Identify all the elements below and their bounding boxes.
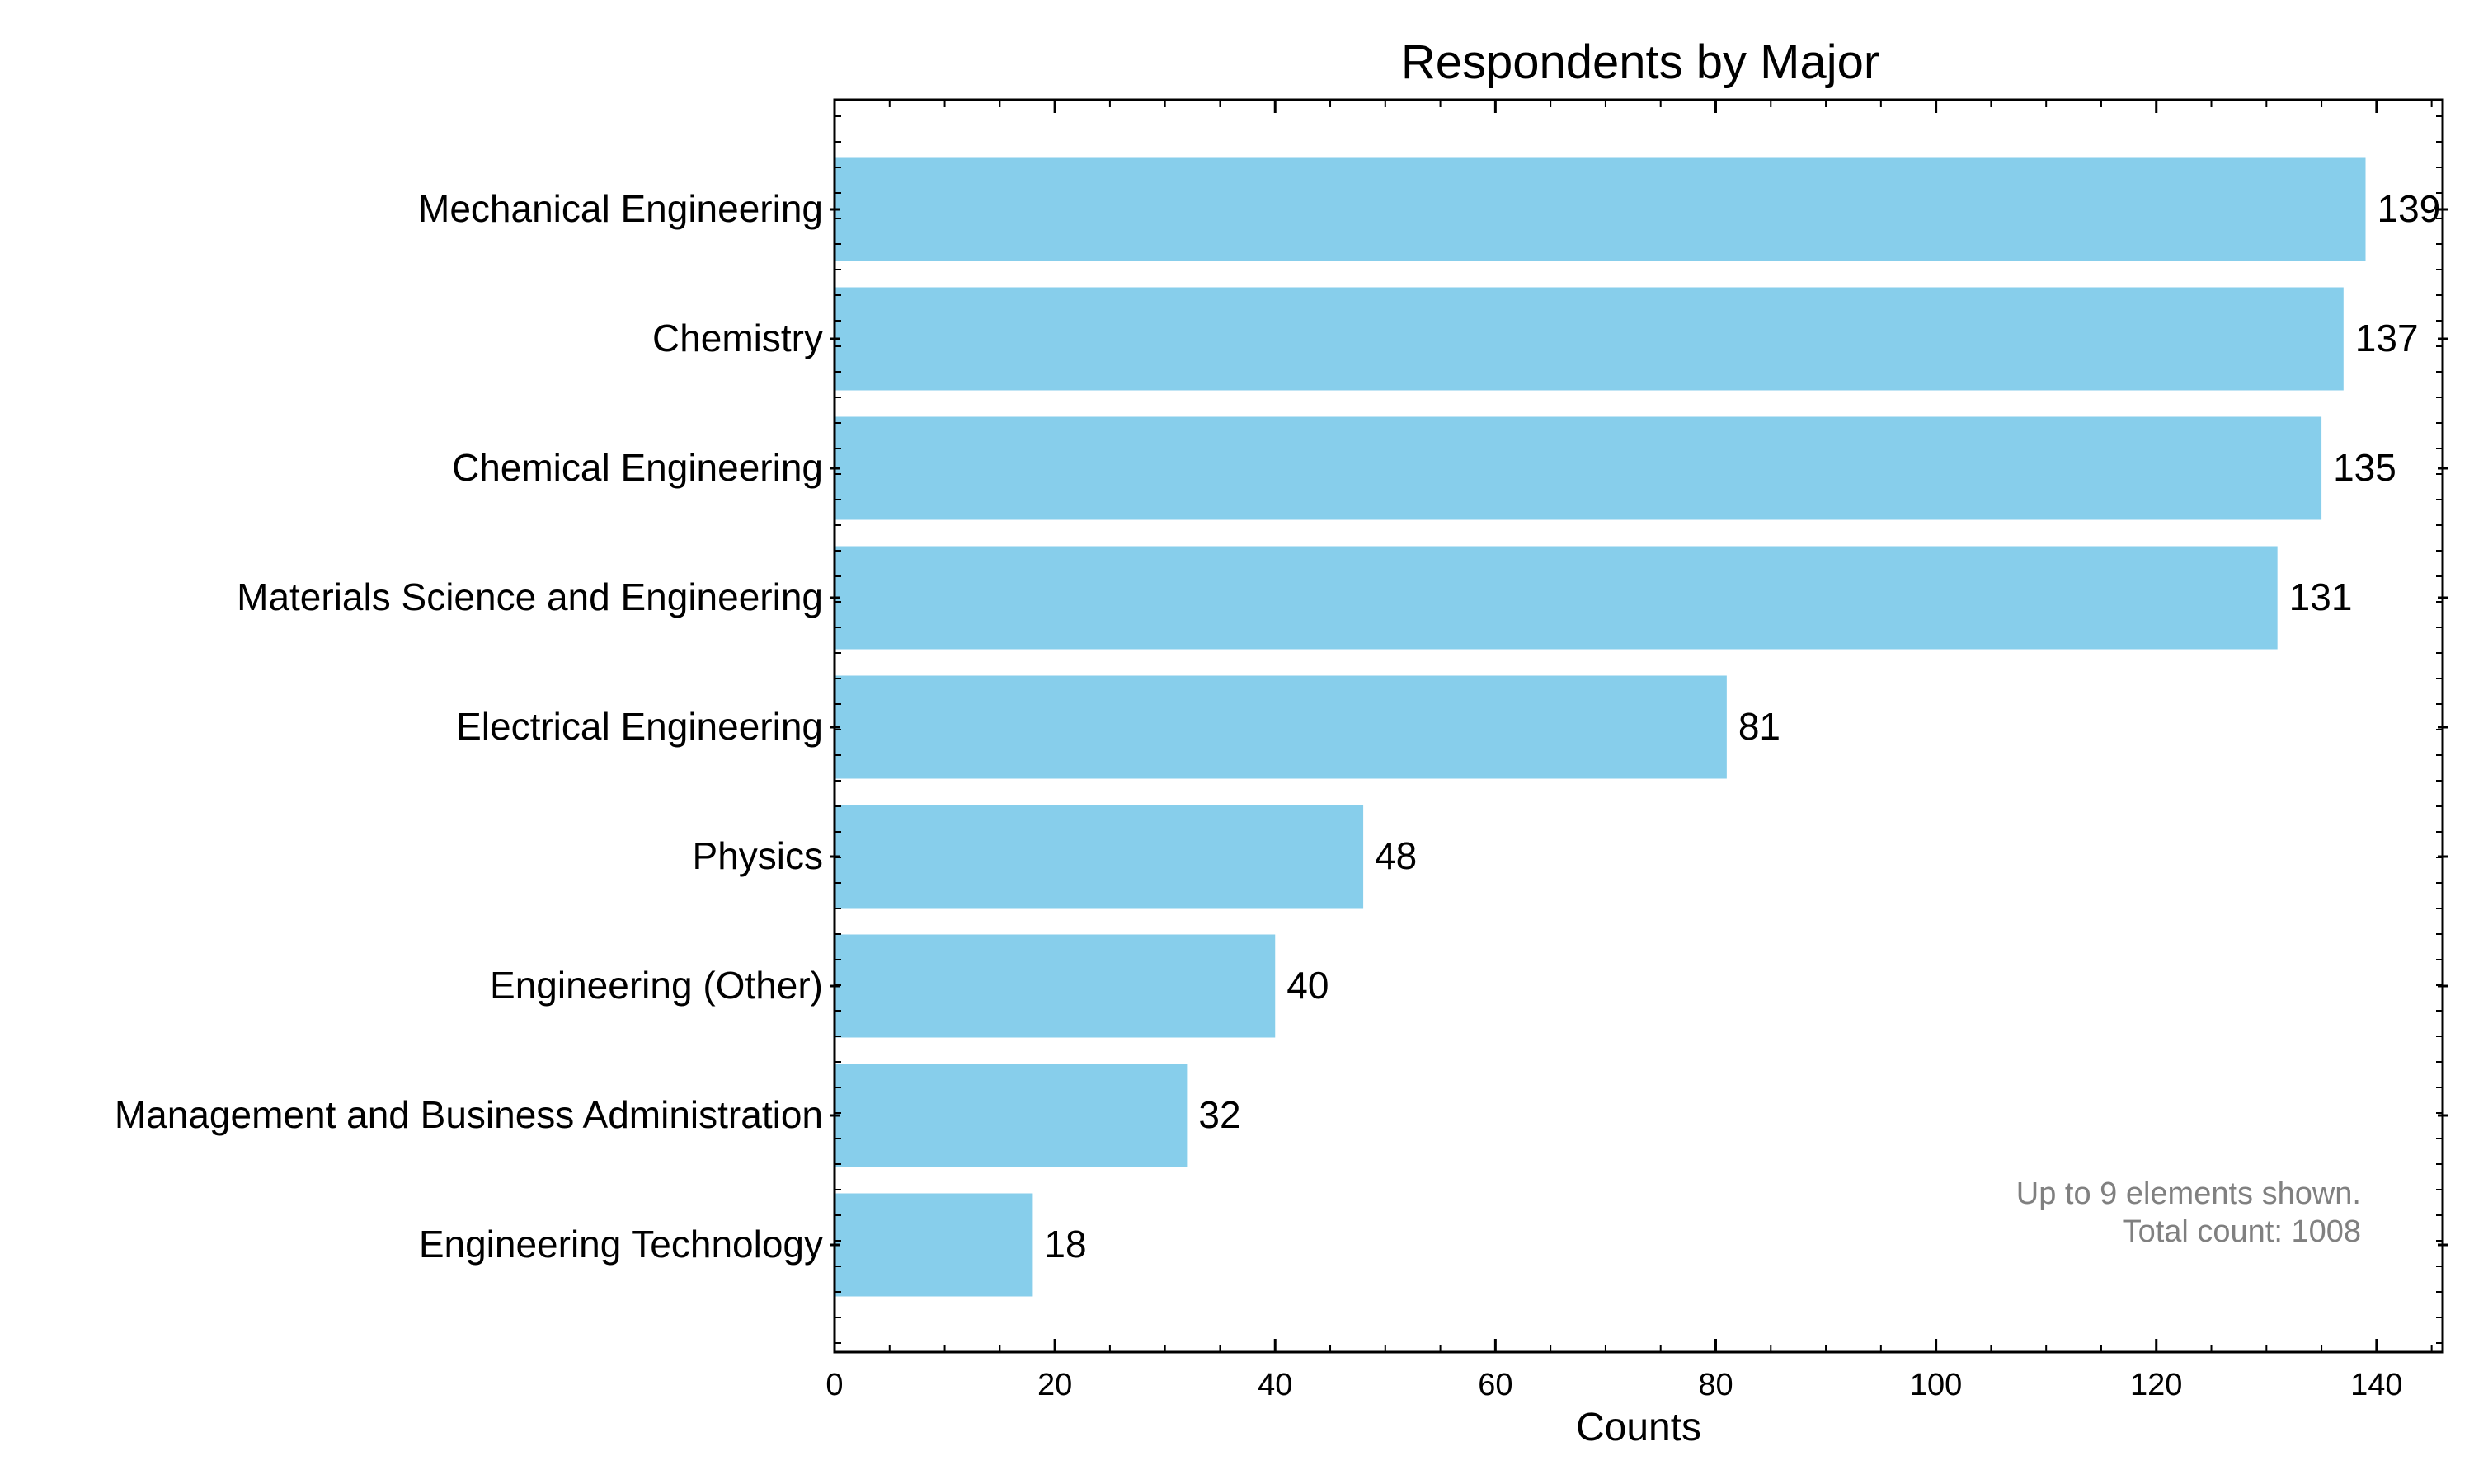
bar bbox=[835, 675, 1727, 779]
bar-value-label: 32 bbox=[1198, 1093, 1240, 1136]
bar-value-label: 18 bbox=[1044, 1223, 1086, 1266]
bar-value-label: 135 bbox=[2333, 446, 2396, 489]
bar-value-label: 81 bbox=[1738, 705, 1780, 748]
x-tick-label: 120 bbox=[2130, 1368, 2182, 1402]
x-tick-label: 100 bbox=[1910, 1368, 1962, 1402]
plot-frame bbox=[833, 98, 2444, 1354]
category-label: Mechanical Engineering bbox=[418, 187, 823, 230]
category-label: Physics bbox=[693, 834, 823, 877]
x-tick-label: 60 bbox=[1478, 1368, 1512, 1402]
bar-value-label: 131 bbox=[2289, 575, 2353, 618]
bar bbox=[835, 934, 1276, 1038]
data-labels-group: 139 137 135 131 81 48 40 32 18 bbox=[1044, 187, 2440, 1266]
annotation-line-1: Up to 9 elements shown. bbox=[2016, 1176, 2361, 1211]
category-label: Chemistry bbox=[652, 317, 823, 359]
category-label: Electrical Engineering bbox=[456, 705, 823, 748]
x-tick-label: 40 bbox=[1258, 1368, 1292, 1402]
bar bbox=[835, 287, 2344, 391]
bar-value-label: 137 bbox=[2355, 317, 2419, 359]
bar bbox=[835, 1193, 1033, 1297]
category-label: Engineering (Other) bbox=[490, 964, 823, 1007]
bar-value-label: 139 bbox=[2378, 187, 2441, 230]
bar bbox=[835, 157, 2366, 261]
chart-title: Respondents by Major bbox=[1401, 35, 1879, 89]
category-label: Management and Business Administration bbox=[115, 1093, 823, 1136]
category-label: Engineering Technology bbox=[419, 1223, 823, 1266]
bar bbox=[835, 1064, 1188, 1167]
bar-value-label: 40 bbox=[1286, 964, 1329, 1007]
annotation-line-2: Total count: 1008 bbox=[2123, 1214, 2361, 1249]
bar bbox=[835, 805, 1364, 909]
x-tick-label: 80 bbox=[1698, 1368, 1733, 1402]
x-tick-labels-group: 0 20 40 60 80 100 120 140 bbox=[825, 1368, 2402, 1402]
category-labels-group: Mechanical Engineering Chemistry Chemical … bbox=[115, 187, 823, 1266]
bars-group bbox=[835, 157, 2366, 1297]
category-label: Chemical Engineering bbox=[452, 446, 823, 489]
x-tick-label: 0 bbox=[825, 1368, 843, 1402]
x-tick-label: 140 bbox=[2350, 1368, 2402, 1402]
bar bbox=[835, 416, 2322, 520]
bar bbox=[835, 546, 2278, 650]
bar-value-label: 48 bbox=[1375, 834, 1417, 877]
x-tick-label: 20 bbox=[1037, 1368, 1072, 1402]
category-label: Materials Science and Engineering bbox=[237, 575, 823, 618]
x-axis-label: Counts bbox=[1576, 1406, 1701, 1449]
